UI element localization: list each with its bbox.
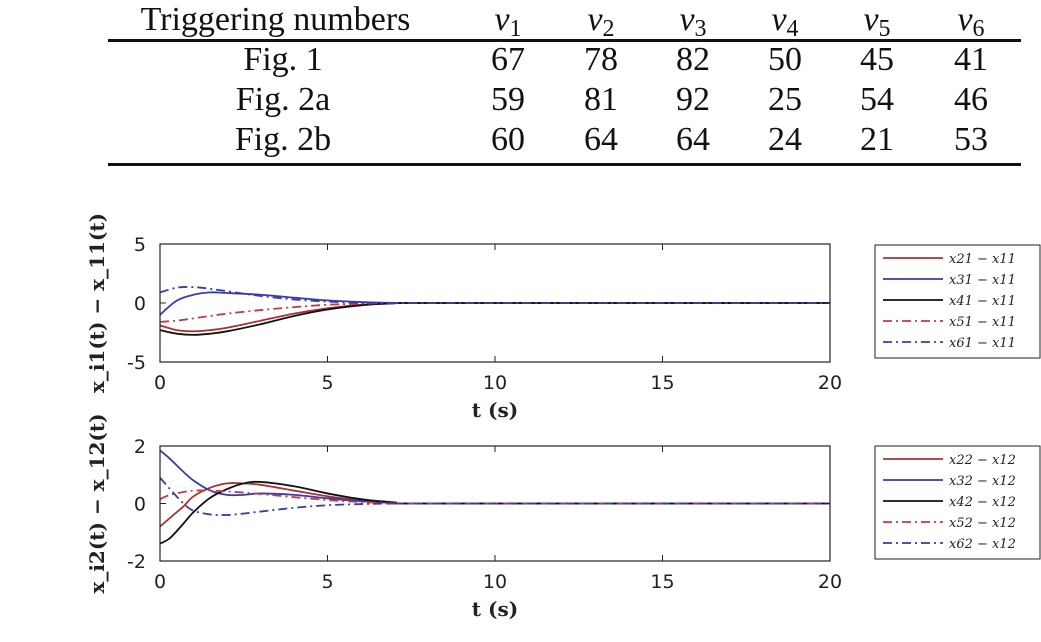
column-header-v3: v3 [679,1,707,42]
column-header-v5: v5 [863,1,891,42]
legend-label: x61 − x11 [949,336,1016,351]
x-tick-label: 0 [154,571,166,593]
legend-label: x21 − x11 [949,252,1016,267]
legend-label: x42 − x12 [949,495,1016,510]
table-cell: 41 [954,41,988,78]
series-line-2 [160,449,830,505]
series-line-3 [160,480,830,545]
x-tick-label: 15 [650,571,674,593]
row-label: Fig. 1 [243,41,323,78]
y-axis-label: x_i1(t) − x_11(t) [85,213,109,393]
table-cell: 54 [860,81,894,118]
row-label: Fig. 2a [235,81,331,118]
legend-label: x41 − x11 [949,294,1016,309]
legend-label: x62 − x12 [949,537,1016,552]
y-tick-label: 5 [134,234,146,256]
series-line-4 [160,489,830,505]
x-axis-label: t (s) [472,398,518,422]
table-row: Fig. 1 67 78 82 50 45 41 [108,40,1021,80]
column-header-v6: v6 [957,1,985,42]
y-tick-label: 0 [134,293,146,315]
x-tick-label: 5 [321,571,333,593]
legend-label: x22 − x12 [949,453,1016,468]
y-tick-label: 2 [134,436,146,458]
column-header-v1: v1 [494,1,522,42]
y-tick-label: -5 [127,352,146,374]
table-header-rule [108,39,1021,42]
series-line-3 [160,302,830,336]
table-cell: 64 [676,121,710,158]
series-line-1 [160,482,830,528]
x-tick-label: 0 [154,372,166,394]
x-tick-label: 5 [321,372,333,394]
y-axis-label: x_i2(t) − x_12(t) [85,413,109,593]
legend-label: x51 − x11 [949,315,1016,330]
row-label: Fig. 2b [234,121,332,158]
table-cell: 92 [676,81,710,118]
table-cell: 50 [768,41,802,78]
series-line-5 [160,477,830,516]
x-tick-label: 20 [818,372,842,394]
legend: x21 − x11 x31 − x11 x41 − x11 x51 − x11 x61 … [874,244,1041,359]
table-cell: 82 [676,41,710,78]
y-tick-label: 0 [134,494,146,516]
plot-panel-1: 0 5 10 15 20 5 0 -5 t (s) x_i1(t) − x_11(t) x21 − … [85,213,1041,422]
table-header-row: Triggering numbers v1 v2 v3 v4 v5 v6 [108,0,1021,42]
table-cell: 60 [491,121,525,158]
x-axis-label: t (s) [472,597,518,621]
legend-box [874,244,1041,359]
table-cell: 24 [768,121,802,158]
table-cell: 46 [954,81,988,118]
x-tick-label: 20 [818,571,842,593]
legend-box [874,445,1041,560]
x-tick-label: 15 [650,372,674,394]
x-tick-label: 10 [483,571,507,593]
table-cell: 64 [584,121,618,158]
column-header-v2: v2 [587,1,615,42]
series-line-4 [160,302,830,323]
column-header-v4: v4 [771,1,799,42]
table-row: Fig. 2b 60 64 64 24 21 53 [108,120,1021,160]
table-cell: 67 [491,41,525,78]
table-bottom-rule [108,163,1021,166]
x-tick-label: 10 [483,372,507,394]
table-row: Fig. 2a 59 81 92 25 54 46 [108,80,1021,120]
table-cell: 21 [860,121,894,158]
table-cell: 59 [491,81,525,118]
y-tick-label: -2 [127,551,146,573]
table-cell: 78 [584,41,618,78]
table-cell: 81 [584,81,618,118]
table-cell: 53 [954,121,988,158]
series-line-1 [160,302,830,333]
table-header-label: Triggering numbers [140,1,411,38]
legend-label: x52 − x12 [949,516,1016,531]
legend-label: x32 − x12 [949,474,1016,489]
table-cell: 25 [768,81,802,118]
legend: x22 − x12 x32 − x12 x42 − x12 x52 − x12 x62 … [874,445,1041,560]
legend-label: x31 − x11 [949,273,1016,288]
table-cell: 45 [860,41,894,78]
